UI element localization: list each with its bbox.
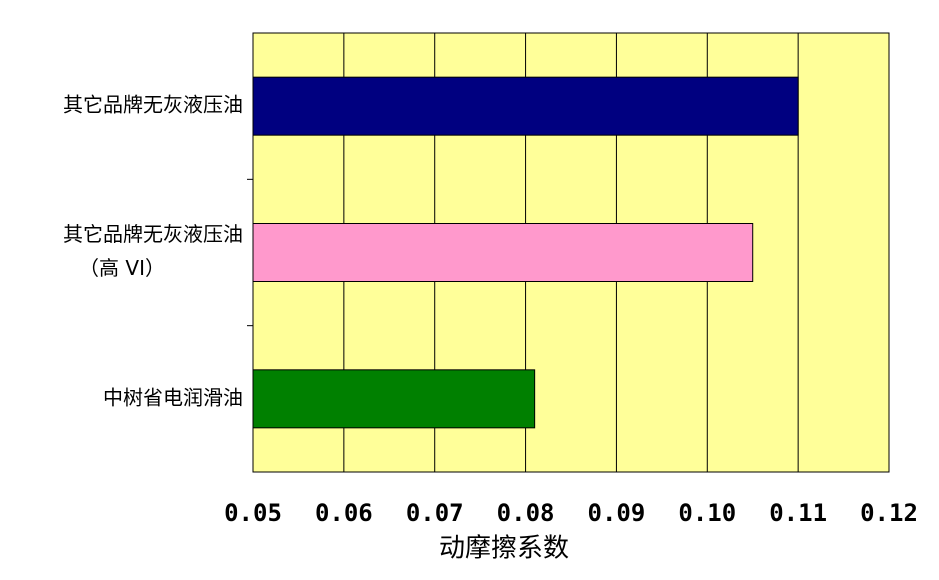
- y-tick-label: 其它品牌无灰液压油: [63, 93, 243, 117]
- x-tick-label: 0.08: [497, 499, 555, 527]
- y-tick-label: （高 VI）: [79, 256, 165, 280]
- y-tick-label: 中树省电润滑油: [103, 385, 243, 409]
- y-tick-label: 其它品牌无灰液压油: [63, 222, 243, 246]
- x-tick-label: 0.06: [315, 499, 373, 527]
- x-tick-label: 0.11: [769, 499, 827, 527]
- x-tick-label: 0.07: [406, 499, 464, 527]
- x-tick-label: 0.12: [860, 499, 918, 527]
- bar: [252, 76, 799, 136]
- bar: [252, 369, 536, 429]
- x-axis-title: 动摩擦系数: [439, 534, 569, 564]
- x-tick-label: 0.09: [588, 499, 646, 527]
- x-tick-label: 0.05: [224, 499, 282, 527]
- bar: [252, 223, 754, 282]
- x-tick-label: 0.10: [678, 499, 736, 527]
